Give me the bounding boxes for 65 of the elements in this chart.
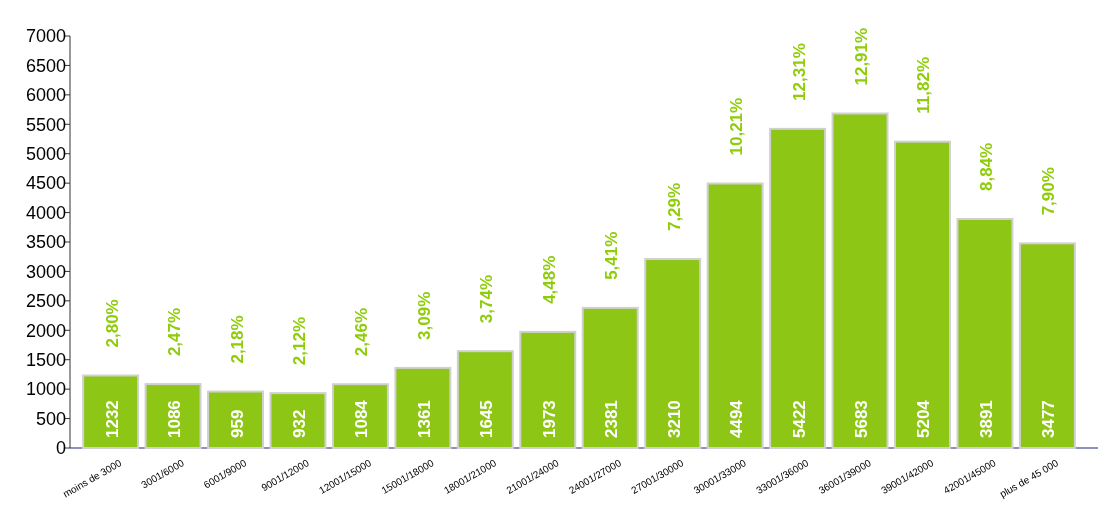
data-label: 932 <box>289 409 309 438</box>
bar <box>207 390 264 449</box>
annotation: 7,29% <box>664 182 684 232</box>
x-tick-label: moins de 3000 <box>61 457 124 500</box>
data-label: 1361 <box>414 400 434 438</box>
annotation: 10,21% <box>727 97 747 156</box>
y-tick-label: 4500 <box>25 173 66 194</box>
bar <box>831 112 889 449</box>
data-label: 959 <box>227 409 247 438</box>
annotation: 3,09% <box>414 291 434 340</box>
bar <box>144 383 202 449</box>
y-tick-label: 5500 <box>25 114 66 135</box>
annotation: 2,47% <box>165 307 185 357</box>
annotation: 2,12% <box>289 316 309 366</box>
y-tick-label: 7000 <box>25 26 66 47</box>
bar <box>769 127 827 449</box>
data-label: 3210 <box>664 400 684 438</box>
bar <box>1018 242 1076 449</box>
y-tick-label: 3000 <box>25 261 66 282</box>
bar <box>269 392 327 449</box>
annotation: 2,80% <box>102 299 122 348</box>
bar <box>456 350 514 449</box>
y-tick-label: 1500 <box>25 350 66 371</box>
data-label: 3891 <box>976 400 996 438</box>
bar <box>706 182 764 449</box>
y-tick-label: 3500 <box>25 232 66 253</box>
data-label: 5422 <box>789 400 809 438</box>
y-tick-label: 500 <box>35 408 66 429</box>
y-tick-label: 2000 <box>25 320 66 341</box>
bar <box>331 383 389 449</box>
y-tick-label: 4000 <box>25 202 66 223</box>
bar <box>394 366 452 449</box>
bar <box>581 306 639 449</box>
data-label: 1232 <box>102 400 122 438</box>
data-label: 3477 <box>1039 400 1059 438</box>
data-label: 4494 <box>727 399 747 438</box>
bar <box>956 217 1014 449</box>
annotation: 4,48% <box>539 255 559 304</box>
annotation: 12,91% <box>852 27 872 86</box>
data-label: 1084 <box>352 399 372 438</box>
data-label: 1973 <box>539 400 559 438</box>
bar <box>644 258 702 449</box>
y-tick-label: 6000 <box>25 85 66 106</box>
x-tick-label: plus de 45 000 <box>997 457 1061 500</box>
annotation: 5,41% <box>602 231 622 280</box>
annotation: 2,18% <box>227 315 247 364</box>
bar <box>894 140 951 449</box>
annotation: 12,31% <box>789 43 809 101</box>
bar <box>82 374 140 449</box>
y-tick-label: 1000 <box>25 379 66 400</box>
data-label: 5204 <box>914 399 934 438</box>
annotation: 3,74% <box>477 274 497 324</box>
y-tick-label: 2500 <box>25 291 66 312</box>
annotation: 11,82% <box>914 56 934 114</box>
annotation: 7,90% <box>1039 167 1059 216</box>
data-label: 2381 <box>602 400 622 438</box>
bar <box>519 330 577 449</box>
y-tick-label: 5000 <box>25 144 66 165</box>
annotation: 2,46% <box>352 308 372 357</box>
data-label: 1645 <box>477 400 497 438</box>
y-tick-label: 0 <box>55 438 66 459</box>
y-tick-label: 6500 <box>25 55 66 76</box>
data-label: 5683 <box>852 400 872 438</box>
annotation: 8,84% <box>976 142 996 191</box>
data-label: 1086 <box>165 400 185 438</box>
